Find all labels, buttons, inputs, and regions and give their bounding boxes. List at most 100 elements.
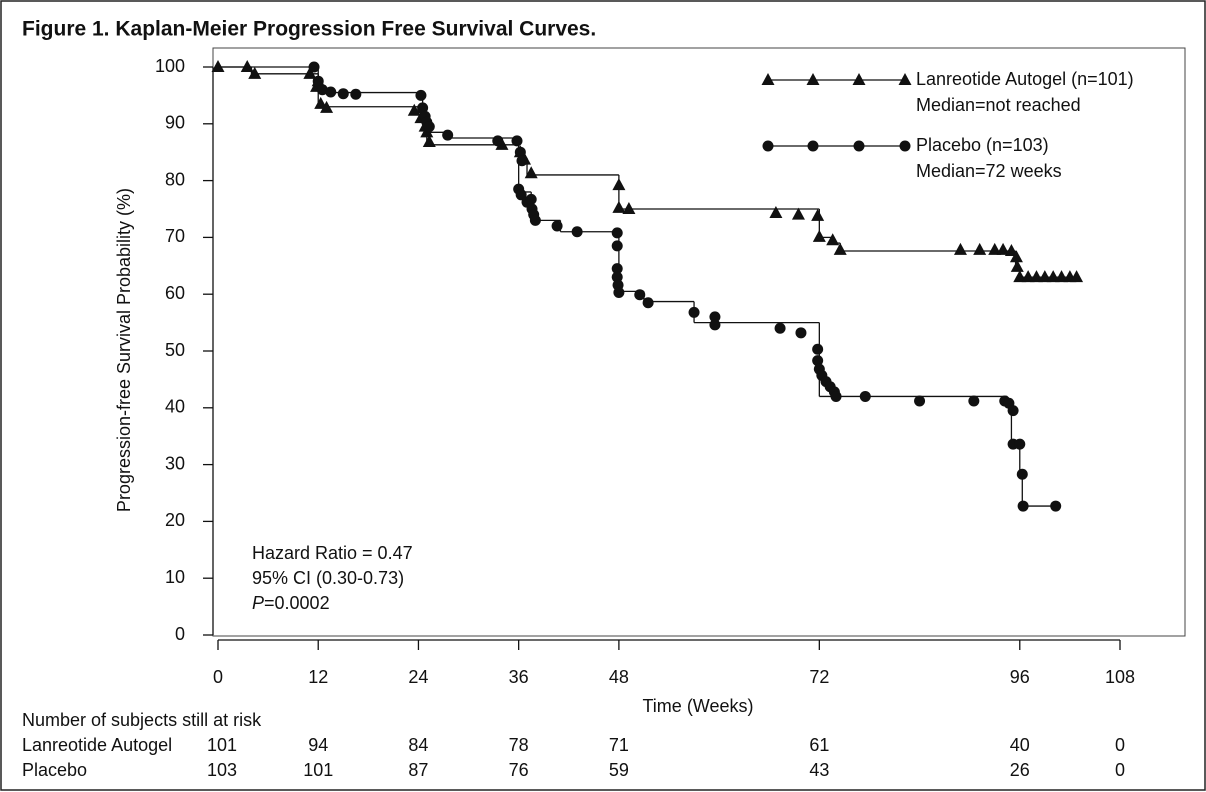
- x-tick-label: 36: [509, 667, 529, 687]
- censor-marker: [1009, 250, 1023, 263]
- y-tick-label: 0: [175, 624, 185, 644]
- y-tick-label: 10: [165, 567, 185, 587]
- legend-marker: [852, 73, 866, 85]
- at-risk-count: 103: [207, 760, 237, 780]
- at-risk-label: Lanreotide Autogel: [22, 735, 172, 755]
- at-risk-count: 78: [509, 735, 529, 755]
- y-tick-label: 70: [165, 226, 185, 246]
- at-risk-count: 59: [609, 760, 629, 780]
- censor-marker: [1055, 270, 1069, 283]
- censor-marker: [1016, 468, 1028, 480]
- censor-marker: [791, 207, 805, 220]
- censor-marker: [612, 178, 626, 191]
- censor-marker: [1038, 270, 1052, 283]
- censor-marker: [442, 129, 454, 141]
- at-risk-count: 84: [408, 735, 428, 755]
- censor-marker: [811, 208, 825, 221]
- censor-marker: [795, 327, 807, 339]
- annotation: 95% CI (0.30-0.73): [252, 568, 404, 588]
- x-tick-label: 108: [1105, 667, 1135, 687]
- censor-marker: [423, 121, 435, 133]
- x-tick-label: 0: [213, 667, 223, 687]
- at-risk-count: 61: [809, 735, 829, 755]
- censor-marker: [1029, 270, 1043, 283]
- x-tick-label: 48: [609, 667, 629, 687]
- censor-marker: [611, 227, 623, 239]
- p-value: P=0.0002: [252, 593, 330, 613]
- p-symbol: P: [252, 593, 264, 613]
- y-tick-label: 60: [165, 283, 185, 303]
- censor-marker: [996, 242, 1010, 255]
- y-tick-label: 20: [165, 510, 185, 530]
- x-tick-label: 96: [1010, 667, 1030, 687]
- y-tick-label: 40: [165, 397, 185, 417]
- censor-marker: [415, 89, 427, 101]
- legend-marker: [807, 140, 819, 152]
- x-axis-label: Time (Weeks): [642, 696, 753, 716]
- censor-marker: [312, 75, 324, 87]
- censor-marker: [812, 343, 824, 355]
- censor-marker: [830, 390, 842, 402]
- legend-marker: [853, 140, 865, 152]
- censor-marker: [914, 395, 926, 407]
- censor-marker: [611, 263, 623, 275]
- censor-marker: [525, 193, 537, 205]
- censor-marker: [611, 271, 623, 283]
- at-risk-label: Placebo: [22, 760, 87, 780]
- censor-marker: [709, 319, 721, 331]
- legend-median: Median=not reached: [916, 95, 1081, 115]
- censor-marker: [642, 297, 654, 309]
- x-tick-label: 24: [408, 667, 428, 687]
- censor-marker: [634, 289, 646, 301]
- censor-marker: [1021, 270, 1035, 283]
- p-text: =0.0002: [264, 593, 330, 613]
- y-tick-label: 80: [165, 169, 185, 189]
- censor-marker: [303, 66, 317, 79]
- censor-marker: [1010, 259, 1024, 272]
- censor-marker: [988, 242, 1002, 255]
- censor-marker: [551, 220, 563, 232]
- censor-marker: [417, 102, 429, 114]
- censor-marker: [529, 214, 541, 226]
- censor-marker: [492, 135, 504, 147]
- y-axis-label: Progression-free Survival Probability (%…: [114, 188, 134, 512]
- y-tick-label: 50: [165, 340, 185, 360]
- censor-marker: [611, 240, 623, 252]
- y-tick-label: 100: [155, 56, 185, 76]
- at-risk-count: 87: [408, 760, 428, 780]
- legend-marker: [762, 140, 774, 152]
- legend-marker: [899, 140, 911, 152]
- at-risk-count: 0: [1115, 760, 1125, 780]
- censor-marker: [571, 226, 583, 238]
- y-tick-label: 30: [165, 453, 185, 473]
- censor-marker: [308, 61, 320, 73]
- annotation: Hazard Ratio = 0.47: [252, 543, 413, 563]
- censor-marker: [422, 134, 436, 147]
- censor-marker: [812, 229, 826, 242]
- censor-marker: [613, 286, 625, 298]
- censor-marker: [248, 66, 262, 79]
- censor-marker: [968, 395, 980, 407]
- censor-marker: [688, 306, 700, 318]
- censor-marker: [833, 242, 847, 255]
- at-risk-count: 43: [809, 760, 829, 780]
- at-risk-count: 76: [509, 760, 529, 780]
- censor-marker: [1004, 244, 1018, 257]
- censor-marker: [622, 202, 636, 214]
- at-risk-count: 94: [308, 735, 328, 755]
- censor-marker: [514, 146, 526, 158]
- at-risk-count: 26: [1010, 760, 1030, 780]
- at-risk-count: 101: [207, 735, 237, 755]
- at-risk-title: Number of subjects still at risk: [22, 710, 262, 730]
- censor-marker: [1013, 270, 1027, 283]
- censor-marker: [812, 355, 824, 367]
- censor-marker: [709, 311, 721, 323]
- censor-marker: [1007, 405, 1019, 417]
- censor-marker: [859, 390, 871, 402]
- censor-marker: [516, 155, 528, 167]
- censor-marker: [325, 86, 337, 98]
- legend-label: Lanreotide Autogel (n=101): [916, 69, 1134, 89]
- censor-marker: [1046, 270, 1060, 283]
